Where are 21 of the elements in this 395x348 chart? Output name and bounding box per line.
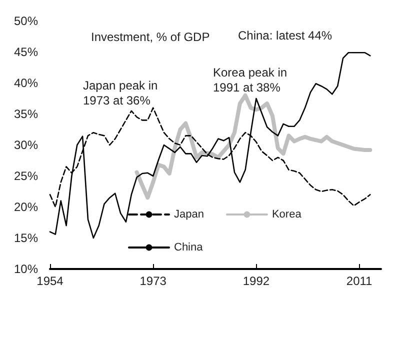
legend-label: Japan xyxy=(174,208,204,220)
annotation: Japan peak in 1973 at 36% xyxy=(83,78,158,108)
x-tick-label: 1992 xyxy=(242,274,270,288)
x-tick-label: 2011 xyxy=(346,274,373,288)
line-series xyxy=(49,52,371,239)
y-tick-label: 40% xyxy=(14,76,38,90)
y-tick-label: 10% xyxy=(14,262,38,276)
annotation: China: latest 44% xyxy=(238,28,332,42)
x-tick-label: 1954 xyxy=(36,274,64,288)
y-tick-label: 35% xyxy=(14,107,38,121)
legend-label: Korea xyxy=(272,208,302,220)
y-tick-label: 25% xyxy=(14,169,38,183)
annotation: Korea peak in 1991 at 38% xyxy=(213,66,288,94)
text: Investment, % of GDP xyxy=(91,30,210,44)
y-tick-label: 15% xyxy=(14,231,38,245)
y-tick-label: 20% xyxy=(14,200,38,214)
y-tick-label: 50% xyxy=(14,14,38,28)
y-tick-label: 30% xyxy=(14,138,38,152)
legend-label: China xyxy=(174,242,204,254)
y-tick-label: 45% xyxy=(14,45,38,59)
x-tick-label: 1973 xyxy=(140,274,167,288)
